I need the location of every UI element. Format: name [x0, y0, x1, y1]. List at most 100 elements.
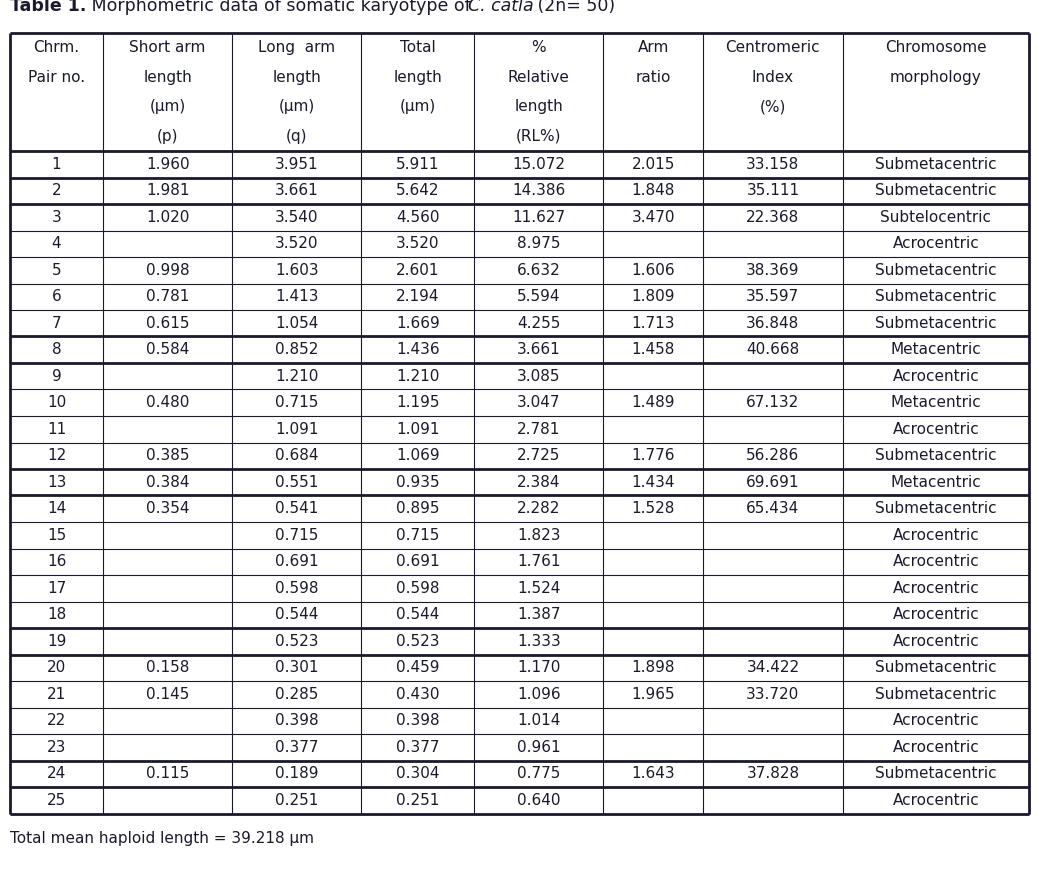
Text: 0.584: 0.584	[145, 342, 189, 357]
Text: 1: 1	[52, 157, 61, 172]
Text: 1.020: 1.020	[145, 210, 189, 225]
Text: 0.781: 0.781	[145, 290, 189, 304]
Text: Submetacentric: Submetacentric	[875, 262, 996, 277]
Text: Metacentric: Metacentric	[890, 475, 981, 490]
Text: length: length	[514, 99, 563, 115]
Text: 1.960: 1.960	[145, 157, 189, 172]
Text: 2.781: 2.781	[517, 422, 560, 437]
Text: (μm): (μm)	[278, 99, 315, 115]
Text: Acrocentric: Acrocentric	[893, 713, 979, 728]
Text: Submetacentric: Submetacentric	[875, 157, 996, 172]
Text: 0.398: 0.398	[396, 713, 439, 728]
Text: 0.541: 0.541	[275, 501, 318, 516]
Text: 1.776: 1.776	[632, 448, 675, 463]
Text: Total: Total	[400, 40, 435, 55]
Text: 0.544: 0.544	[275, 607, 318, 622]
Text: 19: 19	[47, 634, 66, 648]
Text: Acrocentric: Acrocentric	[893, 607, 979, 622]
Text: 67.132: 67.132	[746, 396, 800, 410]
Text: Submetacentric: Submetacentric	[875, 501, 996, 516]
Text: 1.054: 1.054	[275, 316, 318, 331]
Text: 1.713: 1.713	[632, 316, 675, 331]
Text: 4.255: 4.255	[517, 316, 560, 331]
Text: 2.601: 2.601	[396, 262, 439, 277]
Text: Submetacentric: Submetacentric	[875, 316, 996, 331]
Text: 0.935: 0.935	[396, 475, 439, 490]
Text: 22: 22	[47, 713, 66, 728]
Text: 0.523: 0.523	[275, 634, 318, 648]
Text: 1.898: 1.898	[632, 661, 675, 676]
Text: Acrocentric: Acrocentric	[893, 581, 979, 596]
Text: 16: 16	[47, 554, 66, 570]
Text: 37.828: 37.828	[746, 766, 799, 781]
Text: 8: 8	[52, 342, 61, 357]
Text: 0.775: 0.775	[517, 766, 560, 781]
Text: 1.387: 1.387	[517, 607, 560, 622]
Text: 2.015: 2.015	[632, 157, 675, 172]
Text: Acrocentric: Acrocentric	[893, 739, 979, 755]
Text: 25: 25	[47, 793, 66, 808]
Text: Submetacentric: Submetacentric	[875, 183, 996, 199]
Text: 3.661: 3.661	[517, 342, 561, 357]
Text: 1.643: 1.643	[632, 766, 675, 781]
Text: length: length	[272, 70, 321, 85]
Text: 0.385: 0.385	[145, 448, 189, 463]
Text: 7: 7	[52, 316, 61, 331]
Text: morphology: morphology	[890, 70, 982, 85]
Text: Acrocentric: Acrocentric	[893, 236, 979, 251]
Text: 15.072: 15.072	[512, 157, 565, 172]
Text: 0.551: 0.551	[275, 475, 318, 490]
Text: 0.615: 0.615	[145, 316, 189, 331]
Text: Acrocentric: Acrocentric	[893, 793, 979, 808]
Text: 23: 23	[47, 739, 66, 755]
Text: 11: 11	[47, 422, 66, 437]
Text: 35.111: 35.111	[746, 183, 799, 199]
Text: 24: 24	[47, 766, 66, 781]
Text: 0.304: 0.304	[396, 766, 439, 781]
Text: Acrocentric: Acrocentric	[893, 554, 979, 570]
Text: 1.333: 1.333	[517, 634, 561, 648]
Text: 1.210: 1.210	[275, 368, 318, 384]
Text: 0.852: 0.852	[275, 342, 318, 357]
Text: 2.194: 2.194	[396, 290, 439, 304]
Text: 0.398: 0.398	[275, 713, 319, 728]
Text: Short arm: Short arm	[130, 40, 206, 55]
Text: 1.458: 1.458	[632, 342, 675, 357]
Text: 1.669: 1.669	[396, 316, 439, 331]
Text: 1.434: 1.434	[632, 475, 675, 490]
Text: 2.282: 2.282	[517, 501, 560, 516]
Text: 20: 20	[47, 661, 66, 676]
Text: Table 1.: Table 1.	[10, 0, 86, 15]
Text: 1.603: 1.603	[275, 262, 319, 277]
Text: 0.251: 0.251	[275, 793, 318, 808]
Text: 5.642: 5.642	[396, 183, 439, 199]
Text: 17: 17	[47, 581, 66, 596]
Text: 18: 18	[47, 607, 66, 622]
Text: 1.014: 1.014	[517, 713, 560, 728]
Text: 1.848: 1.848	[632, 183, 675, 199]
Text: 13: 13	[47, 475, 66, 490]
Text: 2.384: 2.384	[517, 475, 560, 490]
Text: Long  arm: Long arm	[258, 40, 336, 55]
Text: Relative: Relative	[508, 70, 569, 85]
Text: 0.640: 0.640	[517, 793, 560, 808]
Text: 6.632: 6.632	[517, 262, 561, 277]
Text: 1.096: 1.096	[517, 687, 561, 702]
Text: 1.965: 1.965	[632, 687, 675, 702]
Text: 0.715: 0.715	[275, 528, 318, 542]
Text: 0.377: 0.377	[275, 739, 318, 755]
Text: 0.354: 0.354	[145, 501, 189, 516]
Text: 0.715: 0.715	[396, 528, 439, 542]
Text: 36.848: 36.848	[746, 316, 800, 331]
Text: Morphometric data of somatic karyotype of: Morphometric data of somatic karyotype o…	[86, 0, 477, 15]
Text: 0.691: 0.691	[275, 554, 319, 570]
Text: 1.091: 1.091	[396, 422, 439, 437]
Text: Metacentric: Metacentric	[890, 342, 981, 357]
Text: 0.301: 0.301	[275, 661, 318, 676]
Text: Acrocentric: Acrocentric	[893, 528, 979, 542]
Text: 14.386: 14.386	[512, 183, 565, 199]
Text: 0.684: 0.684	[275, 448, 318, 463]
Text: 3.470: 3.470	[632, 210, 675, 225]
Text: (2n= 50): (2n= 50)	[532, 0, 615, 15]
Text: length: length	[394, 70, 443, 85]
